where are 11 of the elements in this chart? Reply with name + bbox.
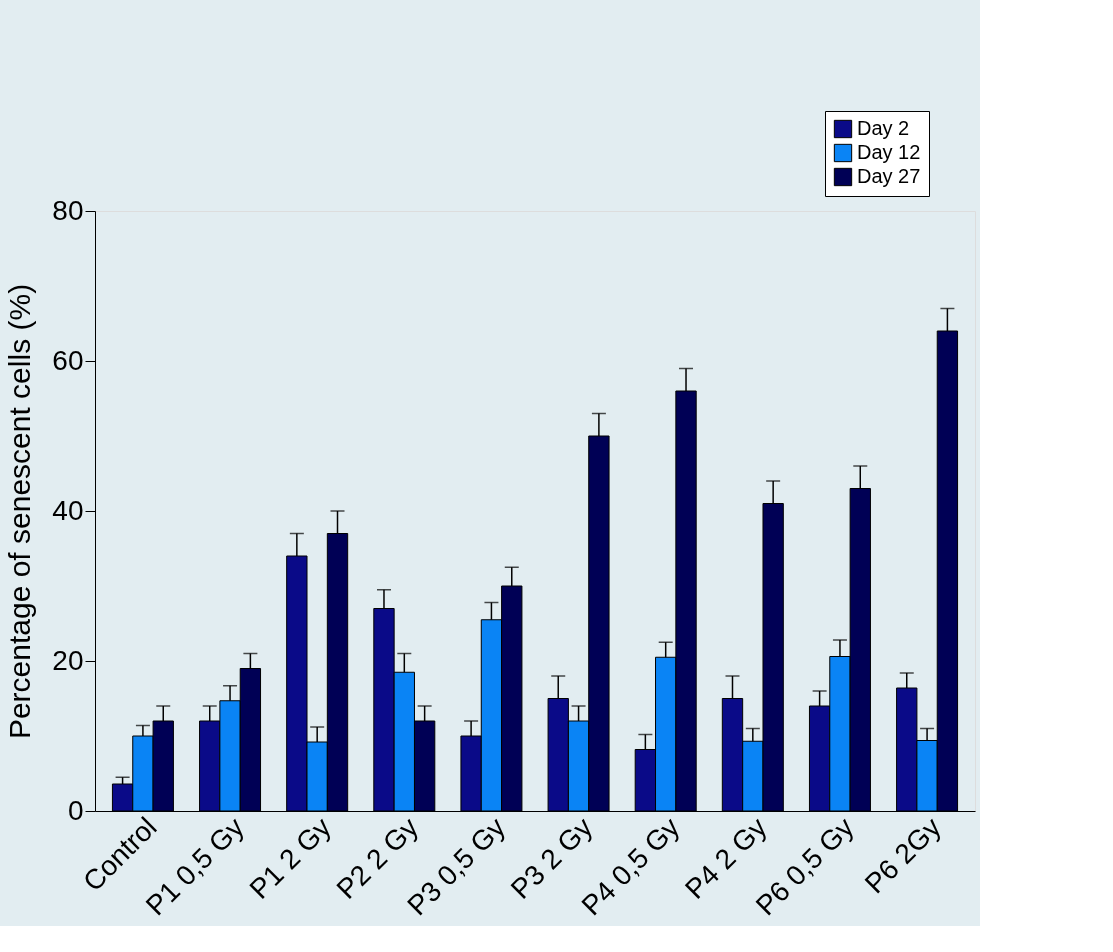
x-tick-label: P1 2 Gy	[243, 811, 337, 905]
legend-label: Day 12	[857, 141, 921, 163]
legend-label: Day 2	[857, 117, 910, 139]
y-tick-label: 80	[52, 194, 84, 226]
y-tick-label: 0	[67, 794, 84, 826]
y-tick-label: 20	[52, 644, 84, 676]
legend-label: Day 27	[857, 165, 921, 187]
y-tick-label: 40	[52, 494, 84, 526]
x-tick-label: P6 2Gy	[858, 811, 947, 900]
y-tick-label: 60	[52, 344, 84, 376]
y-axis-title: Percentage of senescent cells (%)	[3, 283, 37, 740]
